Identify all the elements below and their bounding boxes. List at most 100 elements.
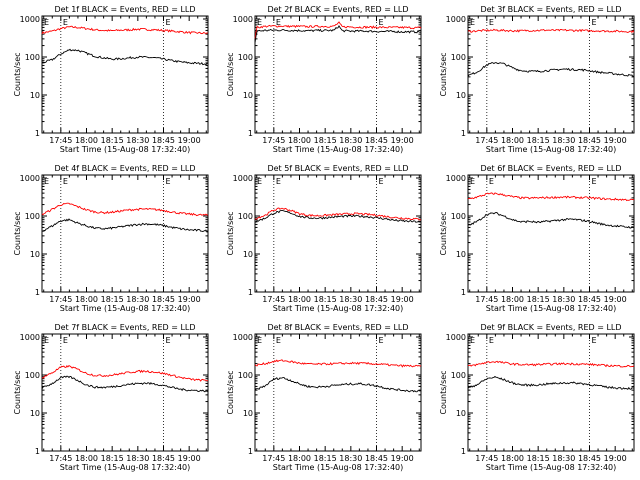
time-marker-label: E — [63, 18, 68, 27]
panel-4: Det 4f BLACK = Events, RED = LLD 1 10 100 10… — [13, 164, 209, 313]
y-tick-label: 1 — [248, 288, 253, 297]
x-tick-label: 18:15 — [101, 136, 124, 145]
y-tick-label: 1 — [35, 288, 40, 297]
events-series-line — [41, 218, 209, 233]
events-series-line — [254, 24, 422, 44]
y-tick-label: 1 — [248, 447, 253, 456]
x-tick-label: 18:00 — [288, 454, 311, 463]
time-marker-label: E — [489, 177, 494, 186]
panel-title: Det 8f BLACK = Events, RED = LLD — [267, 323, 408, 332]
lld-series-line — [254, 21, 422, 39]
events-series-line — [254, 209, 422, 223]
x-tick-label: 18:00 — [288, 136, 311, 145]
x-axis-label: Start Time (15-Aug-08 17:32:40) — [60, 304, 191, 313]
x-tick-label: 18:00 — [288, 295, 311, 304]
time-marker-label: E — [276, 18, 281, 27]
time-marker-label: E — [63, 336, 68, 345]
y-tick-label: 1000 — [446, 333, 466, 342]
panel-title: Det 2f BLACK = Events, RED = LLD — [267, 5, 408, 14]
x-tick-label: 17:45 — [262, 454, 285, 463]
panel-title: Det 7f BLACK = Events, RED = LLD — [54, 323, 195, 332]
y-tick-label: 1000 — [20, 15, 40, 24]
events-series-line — [41, 375, 209, 393]
x-tick-label: 18:00 — [501, 136, 524, 145]
y-tick-label: 10 — [456, 409, 466, 418]
x-axis-label: Start Time (15-Aug-08 17:32:40) — [273, 304, 404, 313]
events-series-line — [467, 212, 635, 229]
y-tick-label: 1 — [461, 288, 466, 297]
x-tick-label: 18:30 — [552, 136, 575, 145]
x-tick-label: 18:30 — [126, 136, 149, 145]
panel-8: Det 8f BLACK = Events, RED = LLD 1 10 100 10… — [226, 323, 422, 472]
x-tick-label: 18:30 — [339, 454, 362, 463]
x-tick-label: 18:15 — [314, 295, 337, 304]
y-tick-label: 100 — [451, 53, 466, 62]
x-tick-label: 19:00 — [604, 454, 627, 463]
x-tick-label: 18:30 — [126, 454, 149, 463]
x-tick-label: 18:00 — [75, 454, 98, 463]
time-marker-label: E — [166, 18, 171, 27]
x-tick-label: 19:00 — [178, 295, 201, 304]
x-tick-label: 17:45 — [49, 136, 72, 145]
x-tick-label: 18:00 — [75, 295, 98, 304]
corner-marker: E — [470, 177, 475, 186]
x-axis-label: Start Time (15-Aug-08 17:32:40) — [486, 463, 617, 472]
y-tick-label: 10 — [30, 250, 40, 259]
y-tick-label: 10 — [30, 409, 40, 418]
x-tick-label: 18:15 — [527, 295, 550, 304]
x-tick-label: 17:45 — [262, 136, 285, 145]
x-tick-label: 18:00 — [501, 295, 524, 304]
panel-title: Det 3f BLACK = Events, RED = LLD — [480, 5, 621, 14]
plot-frame — [254, 174, 422, 293]
time-marker-label: E — [489, 336, 494, 345]
panel-title: Det 6f BLACK = Events, RED = LLD — [480, 164, 621, 173]
x-axis-label: Start Time (15-Aug-08 17:32:40) — [60, 145, 191, 154]
y-tick-label: 1000 — [20, 174, 40, 183]
time-marker-label: E — [276, 336, 281, 345]
panel-title: Det 9f BLACK = Events, RED = LLD — [480, 323, 621, 332]
y-tick-label: 1000 — [233, 333, 253, 342]
y-tick-label: 100 — [238, 212, 253, 221]
x-axis-label: Start Time (15-Aug-08 17:32:40) — [273, 463, 404, 472]
plot-frame — [467, 333, 635, 452]
lld-series-line — [467, 28, 635, 34]
x-tick-label: 18:00 — [75, 136, 98, 145]
y-tick-label: 100 — [25, 212, 40, 221]
time-marker-label: E — [276, 177, 281, 186]
x-tick-label: 18:45 — [365, 295, 388, 304]
y-tick-label: 1000 — [20, 333, 40, 342]
plot-frame — [467, 174, 635, 293]
x-tick-label: 18:00 — [501, 454, 524, 463]
x-tick-label: 18:30 — [339, 295, 362, 304]
y-tick-label: 10 — [456, 250, 466, 259]
panel-5: Det 5f BLACK = Events, RED = LLD 1 10 100 10… — [226, 164, 422, 313]
lld-series-line — [41, 365, 209, 382]
corner-marker: E — [470, 18, 475, 27]
y-tick-label: 1 — [35, 447, 40, 456]
y-axis-label: Counts/sec — [226, 211, 235, 255]
x-tick-label: 17:45 — [49, 295, 72, 304]
events-series-line — [467, 62, 635, 78]
x-tick-label: 19:00 — [604, 136, 627, 145]
x-tick-label: 19:00 — [391, 295, 414, 304]
time-marker-label: E — [166, 336, 171, 345]
y-axis-label: Counts/sec — [439, 370, 448, 414]
x-tick-label: 18:30 — [126, 295, 149, 304]
y-tick-label: 100 — [25, 371, 40, 380]
time-marker-label: E — [592, 18, 597, 27]
time-marker-label: E — [489, 18, 494, 27]
y-axis-label: Counts/sec — [13, 370, 22, 414]
time-marker-label: E — [166, 177, 171, 186]
lld-series-line — [467, 192, 635, 202]
time-marker-label: E — [379, 18, 384, 27]
corner-marker: E — [257, 177, 262, 186]
x-tick-label: 17:45 — [262, 295, 285, 304]
y-axis-label: Counts/sec — [439, 211, 448, 255]
y-tick-label: 100 — [451, 212, 466, 221]
x-tick-label: 18:45 — [578, 136, 601, 145]
time-marker-label: E — [592, 336, 597, 345]
plot-frame — [41, 333, 209, 452]
x-tick-label: 17:45 — [475, 295, 498, 304]
y-tick-label: 10 — [243, 91, 253, 100]
y-tick-label: 100 — [25, 53, 40, 62]
